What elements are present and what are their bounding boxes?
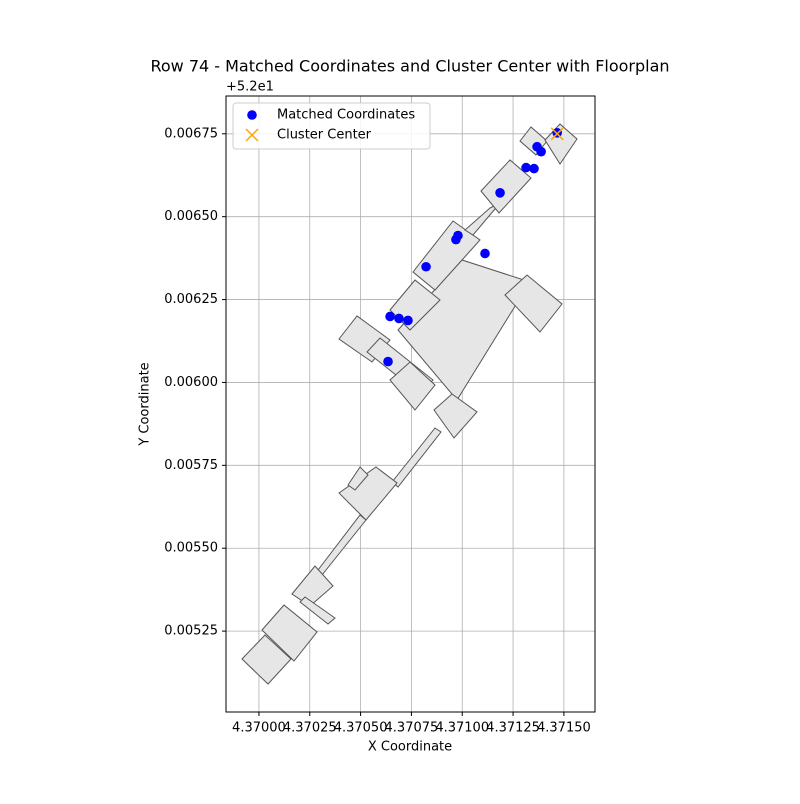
cluster-marker (550, 127, 564, 141)
chart-title: Row 74 - Matched Coordinates and Cluster… (150, 57, 669, 76)
y-axis-label: Y Coordinate (138, 362, 153, 446)
y-tick-label: 0.00550 (164, 541, 218, 556)
x-tick-label: 4.37050 (334, 721, 388, 736)
x-tick-label: 4.37125 (486, 721, 540, 736)
y-tick-label: 0.00650 (164, 209, 218, 224)
y-tick-label: 0.00575 (164, 458, 218, 473)
x-tick-label: 4.37025 (283, 721, 337, 736)
plot-area (383, 127, 564, 367)
legend-box (232, 102, 431, 150)
legend-marker (245, 128, 259, 142)
point (394, 313, 404, 324)
legend-label: Cluster Center (277, 128, 372, 143)
point (383, 356, 393, 367)
legend-label: Matched Coordinates (277, 108, 415, 123)
floorplan (241, 123, 578, 685)
point (536, 146, 546, 157)
x-tick-label: 4.37100 (435, 721, 489, 736)
point (451, 234, 461, 245)
y-tick-label: 0.00600 (164, 375, 218, 390)
legend-marker (247, 110, 257, 120)
point (421, 261, 431, 272)
x-tick-label: 4.37000 (232, 721, 286, 736)
y-tick-label: 0.00625 (164, 292, 218, 307)
y-tick-label: 0.00525 (164, 624, 218, 639)
point (529, 163, 539, 174)
x-axis-label: X Coordinate (368, 740, 452, 755)
point (495, 188, 505, 198)
y-offset-label: +5.2e1 (226, 80, 274, 95)
point (385, 311, 395, 322)
axes-frame (225, 95, 596, 713)
x-tick-label: 4.37150 (537, 721, 591, 736)
y-tick-label: 0.00675 (164, 126, 218, 141)
legend: Matched Coordinates Cluster Center (232, 102, 431, 150)
point (521, 162, 531, 173)
point (480, 248, 490, 259)
x-tick-label: 4.37075 (385, 721, 439, 736)
point (403, 315, 413, 326)
